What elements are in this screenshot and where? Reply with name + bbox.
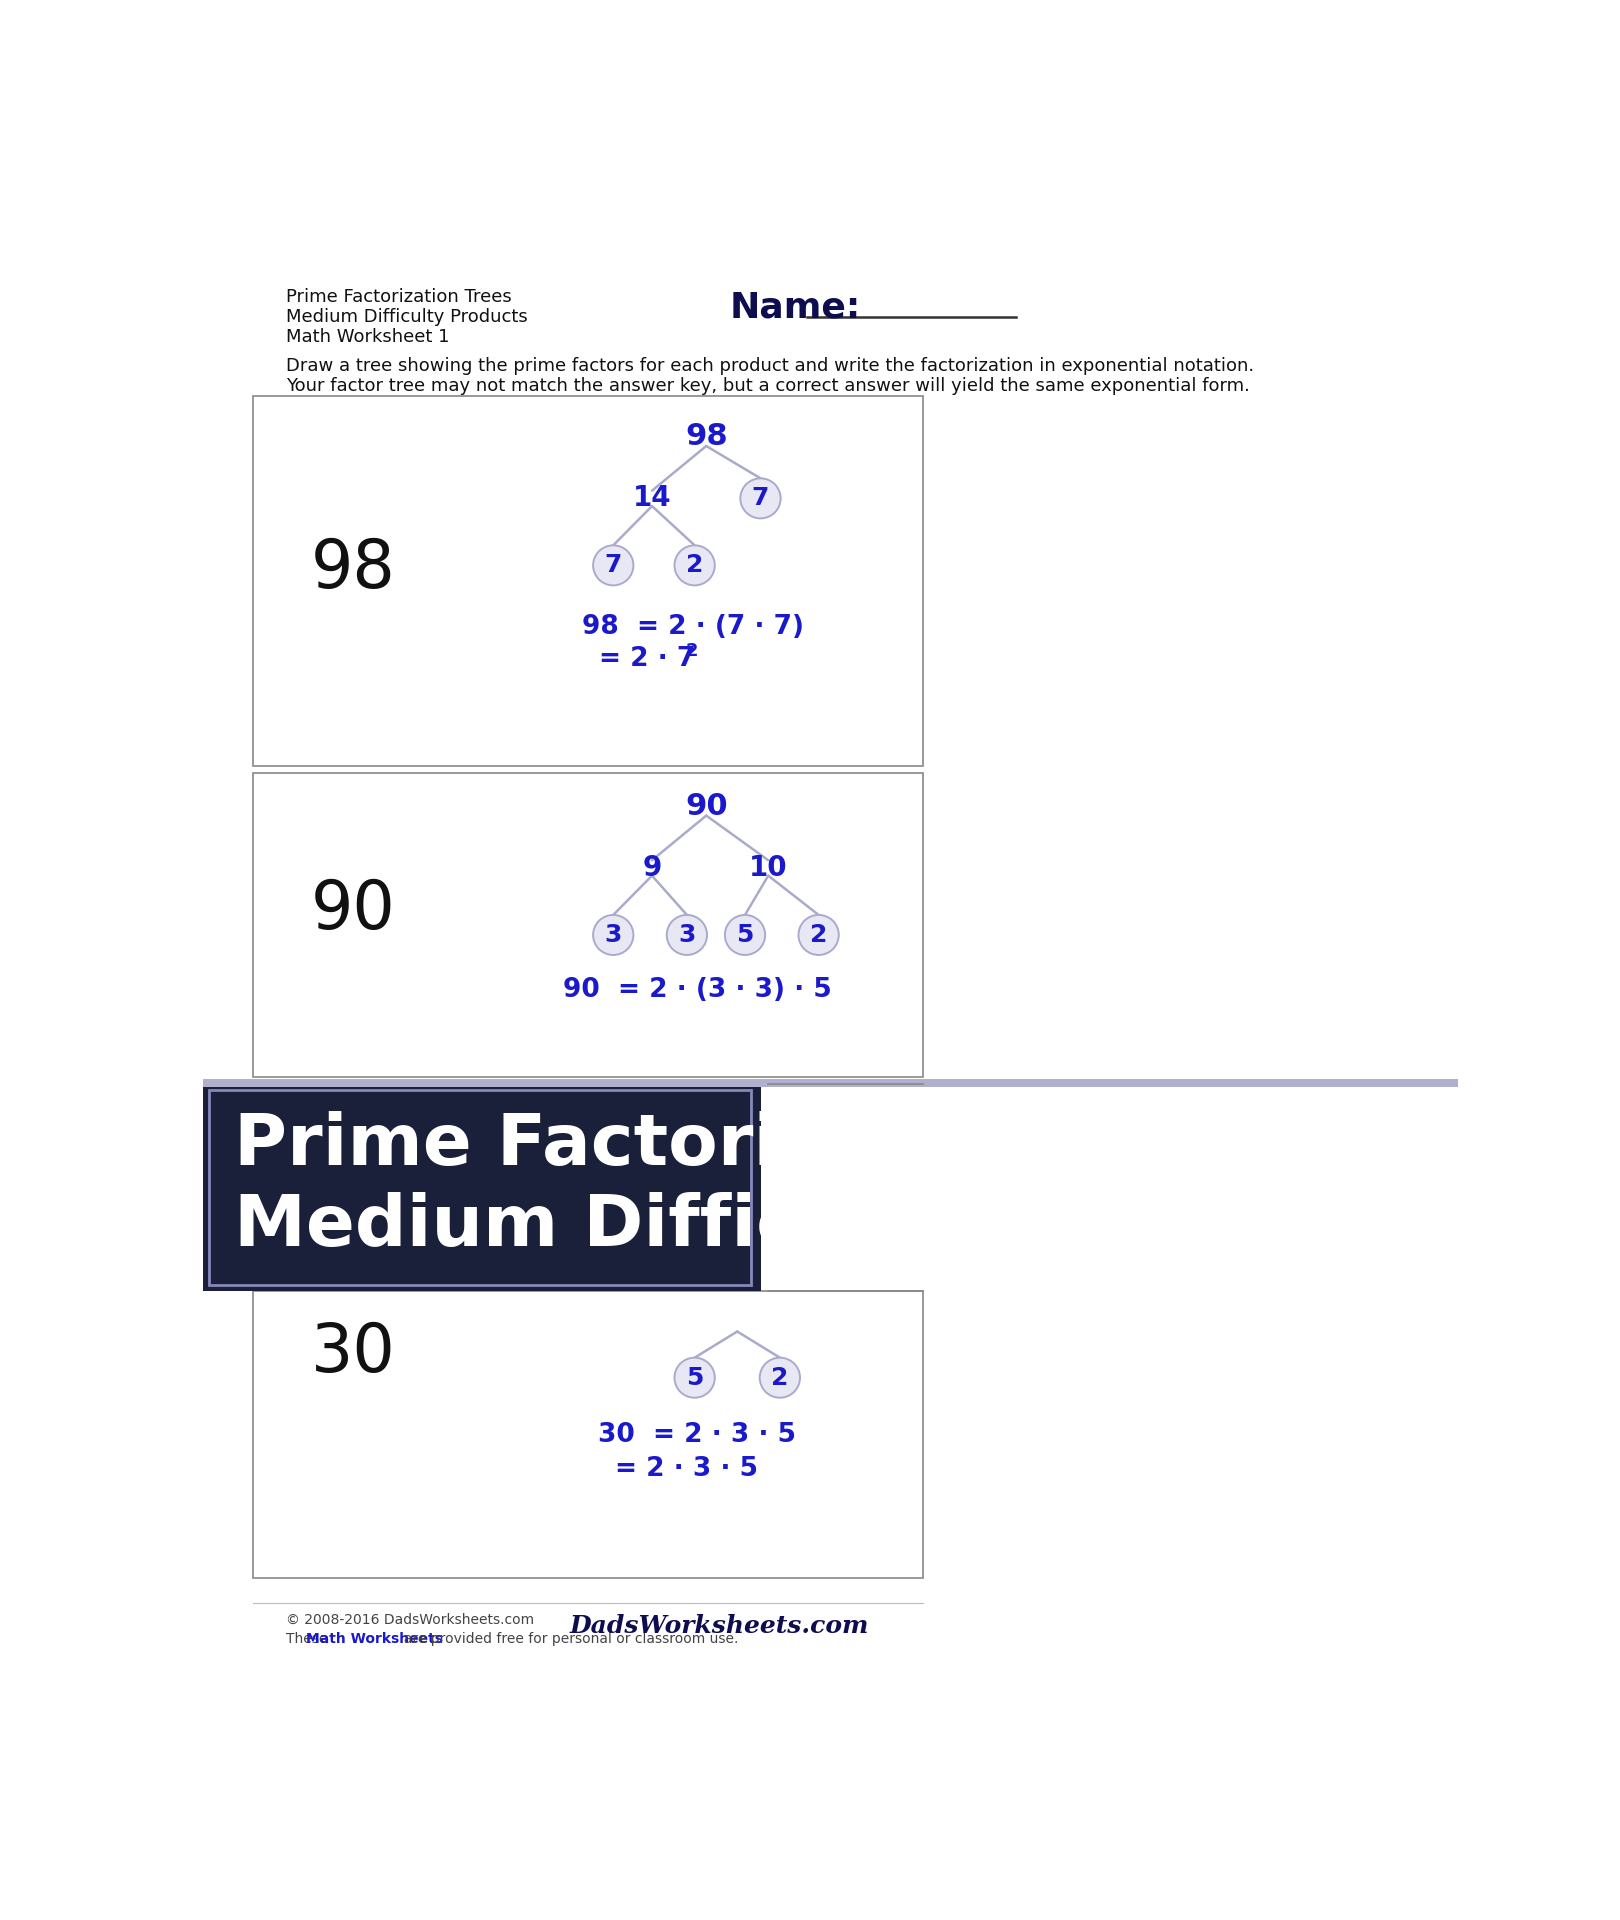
Text: 2: 2 [810, 924, 828, 947]
Text: DadsWorksheets.com: DadsWorksheets.com [570, 1615, 868, 1638]
Text: are provided free for personal or classroom use.: are provided free for personal or classr… [395, 1632, 739, 1645]
FancyBboxPatch shape [253, 396, 923, 766]
Text: 3: 3 [604, 924, 622, 947]
Circle shape [724, 916, 765, 954]
Text: 10: 10 [748, 854, 787, 881]
Text: = 2 · 3 · 5: = 2 · 3 · 5 [616, 1455, 758, 1482]
Text: 98: 98 [685, 422, 727, 451]
Text: 14: 14 [633, 484, 671, 513]
Text: © 2008-2016 DadsWorksheets.com: © 2008-2016 DadsWorksheets.com [287, 1613, 535, 1626]
Text: 2: 2 [771, 1365, 789, 1390]
FancyBboxPatch shape [202, 1083, 760, 1292]
Text: 90: 90 [311, 877, 395, 943]
Circle shape [593, 545, 633, 586]
Circle shape [667, 916, 706, 954]
Circle shape [674, 1357, 714, 1398]
Text: Prime Factorization Trees: Prime Factorization Trees [287, 288, 512, 305]
Text: = 2 · 7: = 2 · 7 [599, 647, 695, 672]
Text: 98: 98 [311, 536, 395, 603]
Text: 2: 2 [685, 553, 703, 578]
Circle shape [593, 916, 633, 954]
Text: Name:: Name: [729, 290, 860, 324]
Circle shape [760, 1357, 800, 1398]
Text: 90  = 2 · (3 · 3) · 5: 90 = 2 · (3 · 3) · 5 [562, 977, 831, 1004]
Text: 3: 3 [679, 924, 695, 947]
Text: 7: 7 [604, 553, 622, 578]
Text: Math Worksheet 1: Math Worksheet 1 [287, 328, 450, 346]
Text: 30: 30 [311, 1321, 395, 1386]
Text: 5: 5 [685, 1365, 703, 1390]
FancyBboxPatch shape [253, 1292, 923, 1578]
Text: Prime Factorization Trees: Prime Factorization Trees [233, 1110, 1272, 1179]
Text: These: These [287, 1632, 337, 1645]
Text: Medium Difficulty Products: Medium Difficulty Products [233, 1192, 1343, 1261]
FancyBboxPatch shape [202, 1079, 1458, 1087]
Text: Draw a tree showing the prime factors for each product and write the factorizati: Draw a tree showing the prime factors fo… [287, 357, 1254, 376]
Text: Your factor tree may not match the answer key, but a correct answer will yield t: Your factor tree may not match the answe… [287, 378, 1251, 396]
Text: 5: 5 [737, 924, 753, 947]
Text: 2: 2 [687, 641, 698, 660]
Text: 7: 7 [752, 486, 770, 511]
Text: 90: 90 [685, 791, 727, 822]
Circle shape [674, 545, 714, 586]
Circle shape [740, 478, 781, 518]
Text: Medium Difficulty Products: Medium Difficulty Products [287, 309, 528, 326]
Text: 30  = 2 · 3 · 5: 30 = 2 · 3 · 5 [598, 1423, 795, 1448]
Circle shape [799, 916, 839, 954]
Text: Math Worksheets: Math Worksheets [306, 1632, 442, 1645]
FancyBboxPatch shape [253, 774, 923, 1077]
Text: 9: 9 [643, 854, 661, 881]
Text: 98  = 2 · (7 · 7): 98 = 2 · (7 · 7) [582, 614, 804, 639]
